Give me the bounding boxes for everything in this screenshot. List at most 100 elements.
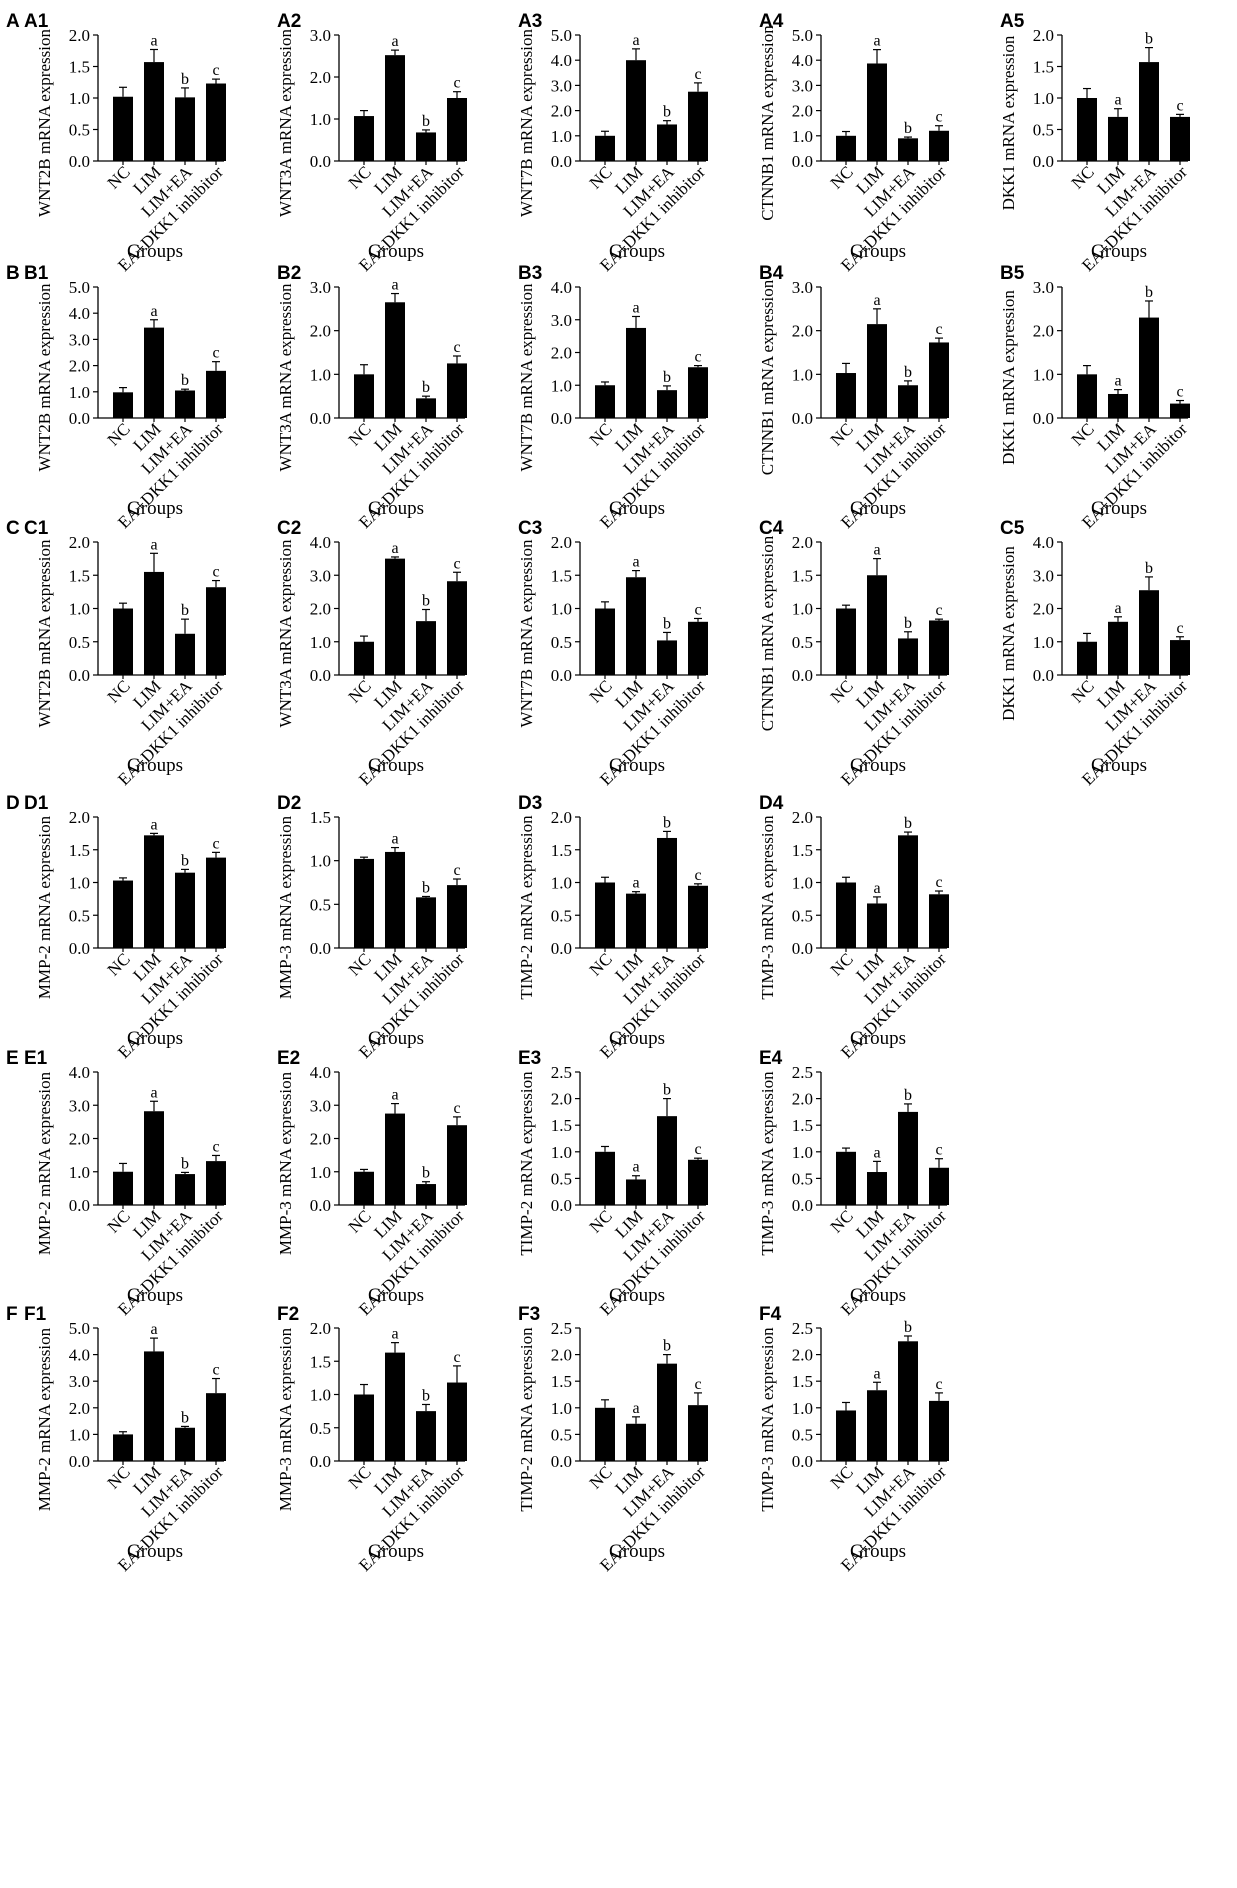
y-tick-label: 0.5 [69, 906, 90, 925]
x-tick-label: NC [104, 949, 134, 979]
significance-letter: b [904, 815, 912, 832]
x-axis-title: Groups [368, 241, 424, 262]
panel-label: A4 [759, 11, 784, 32]
significance-letter: b [663, 104, 671, 121]
x-axis-title: Groups [368, 1028, 424, 1049]
bar-LIM [385, 851, 405, 948]
chart-panel-A1: A A1 0.0 0.5 1.0 1.5 2.0 WNT2B mRNA expression N… [6, 11, 227, 275]
bar-LIM+EA [898, 385, 918, 418]
y-tick-label: 1.0 [69, 383, 90, 402]
y-tick-label: 5.0 [792, 26, 813, 45]
x-tick-label: NC [827, 949, 857, 979]
bar-LIM+EA [898, 638, 918, 675]
significance-letter: c [935, 109, 942, 126]
y-axis-title: WNT3A mRNA expression [276, 539, 295, 727]
bar-LIM+EA [657, 640, 677, 675]
y-tick-label: 1.0 [1033, 365, 1054, 384]
y-tick-label: 2.0 [69, 1399, 90, 1418]
bar-LIM [626, 893, 646, 948]
significance-letter: b [181, 602, 189, 619]
y-tick-label: 1.5 [551, 1372, 572, 1391]
y-tick-label: 0.0 [69, 666, 90, 685]
significance-letter: c [694, 601, 701, 618]
y-tick-label: 2.0 [551, 1090, 572, 1109]
bar-LIM+EA [898, 1341, 918, 1461]
chart-panel-E3: E3 0.0 0.5 1.0 1.5 2.0 2.5 TIMP-2 mRNA expressi… [517, 1048, 709, 1319]
y-tick-label: 1.0 [310, 110, 331, 129]
y-axis-title: TIMP-3 mRNA expression [758, 1071, 777, 1256]
significance-letter: c [935, 1376, 942, 1393]
bar-NC [354, 1171, 374, 1205]
significance-letter: b [904, 1319, 912, 1336]
y-tick-label: 1.0 [310, 365, 331, 384]
significance-letter: b [181, 372, 189, 389]
y-tick-label: 0.0 [551, 1452, 572, 1471]
bar-NC [595, 608, 615, 675]
y-tick-label: 3.0 [792, 278, 813, 297]
significance-letter: b [663, 1082, 671, 1099]
bar-EA+DKK1 inhibitor [1170, 640, 1190, 675]
x-axis-title: Groups [609, 1028, 665, 1049]
y-tick-label: 0.0 [551, 152, 572, 171]
bar-LIM [626, 327, 646, 418]
y-tick-label: 3.0 [1033, 566, 1054, 585]
y-tick-label: 0.5 [551, 1169, 572, 1188]
significance-letter: a [632, 1159, 639, 1176]
y-axis-title: WNT3A mRNA expression [276, 29, 295, 217]
x-axis-title: Groups [127, 498, 183, 519]
y-tick-label: 4.0 [69, 304, 90, 323]
x-tick-label: NC [345, 1206, 375, 1236]
y-tick-label: 0.0 [310, 409, 331, 428]
bar-LIM+EA [657, 390, 677, 418]
chart-panel-C1: C C1 0.0 0.5 1.0 1.5 2.0 WNT2B mRNA expression N… [6, 518, 227, 789]
chart-panel-C5: C5 0.0 1.0 2.0 3.0 4.0 DKK1 mRNA expression NC a… [999, 518, 1191, 789]
x-tick-label: NC [827, 1462, 857, 1492]
y-tick-label: 1.5 [1033, 58, 1054, 77]
significance-letter: a [391, 1326, 398, 1343]
chart-panel-B1: B B1 0.0 1.0 2.0 3.0 4.0 5.0 WNT2B mRNA expressi… [6, 263, 227, 532]
y-axis-title: MMP-3 mRNA expression [276, 1071, 295, 1255]
panel-label: D3 [518, 793, 542, 814]
y-tick-label: 1.0 [310, 633, 331, 652]
y-tick-label: 0.5 [551, 1425, 572, 1444]
y-tick-label: 2.0 [69, 808, 90, 827]
panel-label: C5 [1000, 518, 1025, 539]
y-tick-label: 2.0 [1033, 26, 1054, 45]
bar-NC [836, 373, 856, 418]
bar-LIM [144, 1111, 164, 1205]
significance-letter: a [873, 880, 880, 897]
y-tick-label: 0.0 [69, 152, 90, 171]
y-tick-label: 2.5 [551, 1319, 572, 1338]
bar-NC [113, 1434, 133, 1461]
y-axis-title: TIMP-2 mRNA expression [517, 1327, 536, 1512]
x-axis-title: Groups [850, 1028, 906, 1049]
y-tick-label: 0.5 [792, 633, 813, 652]
panel-label: D2 [277, 793, 301, 814]
significance-letter: c [212, 62, 219, 79]
x-tick-label: NC [586, 949, 616, 979]
panel-label: D4 [759, 793, 784, 814]
significance-letter: b [1145, 31, 1153, 48]
bar-LIM [385, 55, 405, 161]
x-tick-label: NC [586, 419, 616, 449]
significance-letter: a [873, 33, 880, 50]
y-tick-label: 3.0 [551, 76, 572, 95]
panel-label: C2 [277, 518, 301, 539]
bar-LIM [144, 1351, 164, 1461]
y-tick-label: 0.0 [310, 152, 331, 171]
bar-LIM+EA [657, 1363, 677, 1461]
y-tick-label: 1.0 [69, 1163, 90, 1182]
bar-LIM [867, 1172, 887, 1205]
significance-letter: b [1145, 560, 1153, 577]
y-tick-label: 0.0 [792, 409, 813, 428]
bar-LIM+EA [898, 138, 918, 161]
bar-LIM [626, 1423, 646, 1461]
significance-letter: c [694, 1376, 701, 1393]
bar-EA+DKK1 inhibitor [929, 894, 949, 948]
bar-LIM+EA [1139, 590, 1159, 675]
y-tick-label: 0.5 [1033, 121, 1054, 140]
panel-label: B5 [1000, 263, 1025, 284]
y-tick-label: 1.0 [551, 1143, 572, 1162]
